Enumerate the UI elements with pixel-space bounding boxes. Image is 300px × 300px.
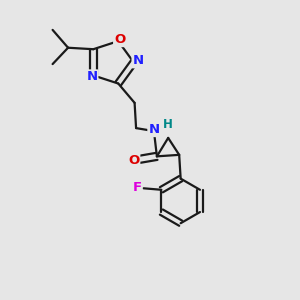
Text: H: H [163, 118, 172, 131]
Text: N: N [86, 70, 98, 83]
Text: O: O [128, 154, 139, 167]
Text: N: N [133, 54, 144, 67]
Text: O: O [114, 33, 125, 46]
Text: N: N [148, 123, 160, 136]
Text: F: F [132, 181, 142, 194]
